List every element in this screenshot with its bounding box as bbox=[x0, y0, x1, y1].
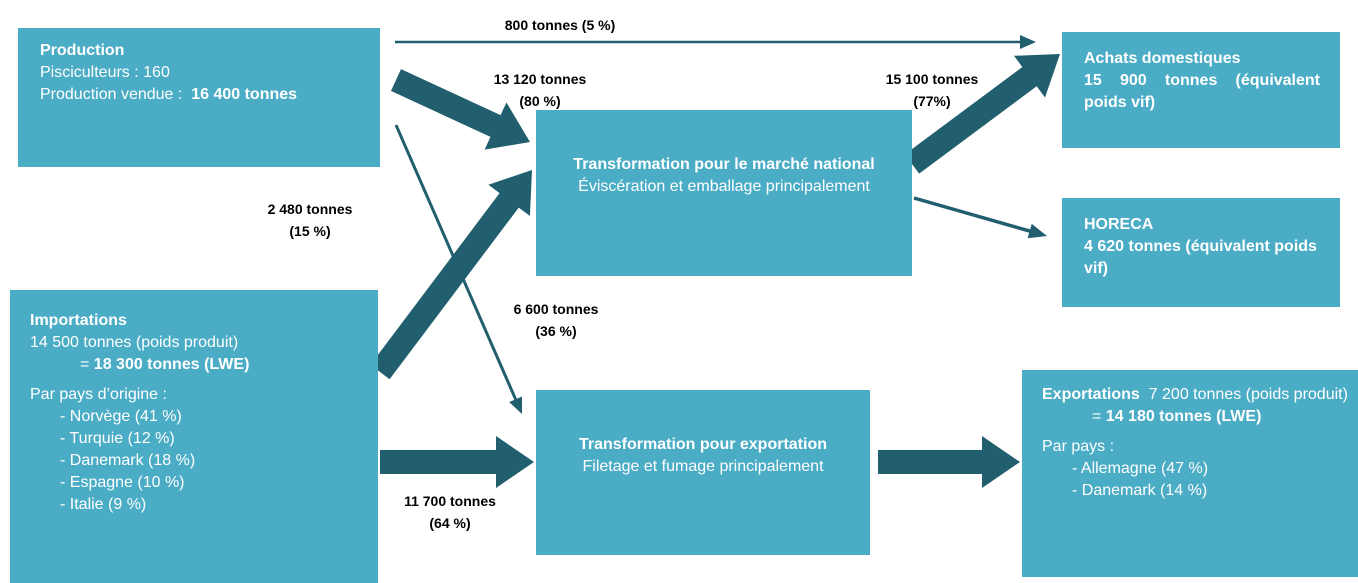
text: 2 480 tonnes bbox=[267, 201, 353, 217]
list-item: - Turquie (12 %) bbox=[60, 430, 175, 447]
text: 14 180 tonnes (LWE) bbox=[1105, 408, 1262, 425]
text: = bbox=[80, 356, 90, 373]
export-processing-box: Transformation pour exportation Filetage… bbox=[536, 390, 870, 555]
text: 7 200 tonnes (poids produit) bbox=[1148, 386, 1348, 403]
text: (36 %) bbox=[535, 323, 577, 339]
text: 11 700 tonnes bbox=[404, 493, 496, 509]
title: Transformation pour exportation bbox=[578, 436, 827, 453]
national-box: Transformation pour le marché national É… bbox=[536, 110, 912, 276]
list-item: - Allemagne (47 %) bbox=[1072, 460, 1209, 477]
text: 4 620 tonnes (équivalent poids vif) bbox=[1084, 238, 1317, 277]
list-item: - Danemark (18 %) bbox=[60, 452, 196, 469]
text: 800 tonnes (5 %) bbox=[504, 17, 616, 33]
horeca-box: HORECA 4 620 tonnes (équivalent poids vi… bbox=[1062, 198, 1340, 307]
arrow bbox=[390, 69, 530, 150]
text: (80 %) bbox=[519, 93, 561, 109]
list-item: - Italie (9 %) bbox=[60, 496, 147, 513]
title: Importations bbox=[30, 312, 127, 329]
text: 16 400 tonnes bbox=[191, 86, 298, 103]
text: Production vendue : bbox=[40, 86, 183, 103]
title: Exportations bbox=[1042, 386, 1140, 403]
arrow bbox=[370, 170, 532, 380]
flow-label: 6 600 tonnes (36 %) bbox=[486, 298, 626, 342]
arrow bbox=[380, 436, 534, 488]
text: Par pays d’origine : bbox=[30, 386, 167, 403]
title: Achats domestiques bbox=[1084, 50, 1241, 67]
flow-label: 11 700 tonnes (64 %) bbox=[380, 490, 520, 534]
flow-label: 800 tonnes (5 %) bbox=[440, 14, 680, 36]
text: 6 600 tonnes bbox=[513, 301, 599, 317]
text: 15 900 tonnes (équivalent poids vif) bbox=[1084, 72, 1320, 111]
flow-label: 2 480 tonnes (15 %) bbox=[240, 198, 380, 242]
flow-label: 13 120 tonnes (80 %) bbox=[470, 68, 610, 112]
text: Par pays : bbox=[1042, 438, 1115, 455]
text: (77%) bbox=[913, 93, 951, 109]
flow-label: 15 100 tonnes (77%) bbox=[862, 68, 1002, 112]
text: 14 500 tonnes (poids produit) bbox=[30, 334, 239, 351]
production-box: Production Pisciculteurs : 160 Productio… bbox=[18, 28, 380, 167]
title: Transformation pour le marché national bbox=[573, 156, 875, 173]
list-item: - Danemark (14 %) bbox=[1072, 482, 1208, 499]
text: = bbox=[1092, 408, 1102, 425]
arrow bbox=[878, 436, 1020, 488]
text: (15 %) bbox=[289, 223, 331, 239]
arrow bbox=[913, 196, 1047, 239]
text: 18 300 tonnes (LWE) bbox=[93, 356, 250, 373]
title: Production bbox=[40, 42, 125, 59]
arrow bbox=[904, 54, 1060, 174]
text: 15 100 tonnes bbox=[885, 71, 979, 87]
text: 13 120 tonnes bbox=[493, 71, 587, 87]
arrow bbox=[395, 35, 1036, 49]
text: Éviscération et emballage principalement bbox=[578, 178, 870, 195]
list-item: - Norvège (41 %) bbox=[60, 408, 182, 425]
list-item: - Espagne (10 %) bbox=[60, 474, 185, 491]
exports-box: Exportations 7 200 tonnes (poids produit… bbox=[1022, 370, 1358, 577]
text: Pisciculteurs : 160 bbox=[40, 64, 170, 81]
domestic-box: Achats domestiques 15 900 tonnes (équiva… bbox=[1062, 32, 1340, 148]
title: HORECA bbox=[1084, 216, 1154, 233]
imports-box: Importations 14 500 tonnes (poids produi… bbox=[10, 290, 378, 583]
text: (64 %) bbox=[429, 515, 471, 531]
text: Filetage et fumage principalement bbox=[582, 458, 824, 475]
